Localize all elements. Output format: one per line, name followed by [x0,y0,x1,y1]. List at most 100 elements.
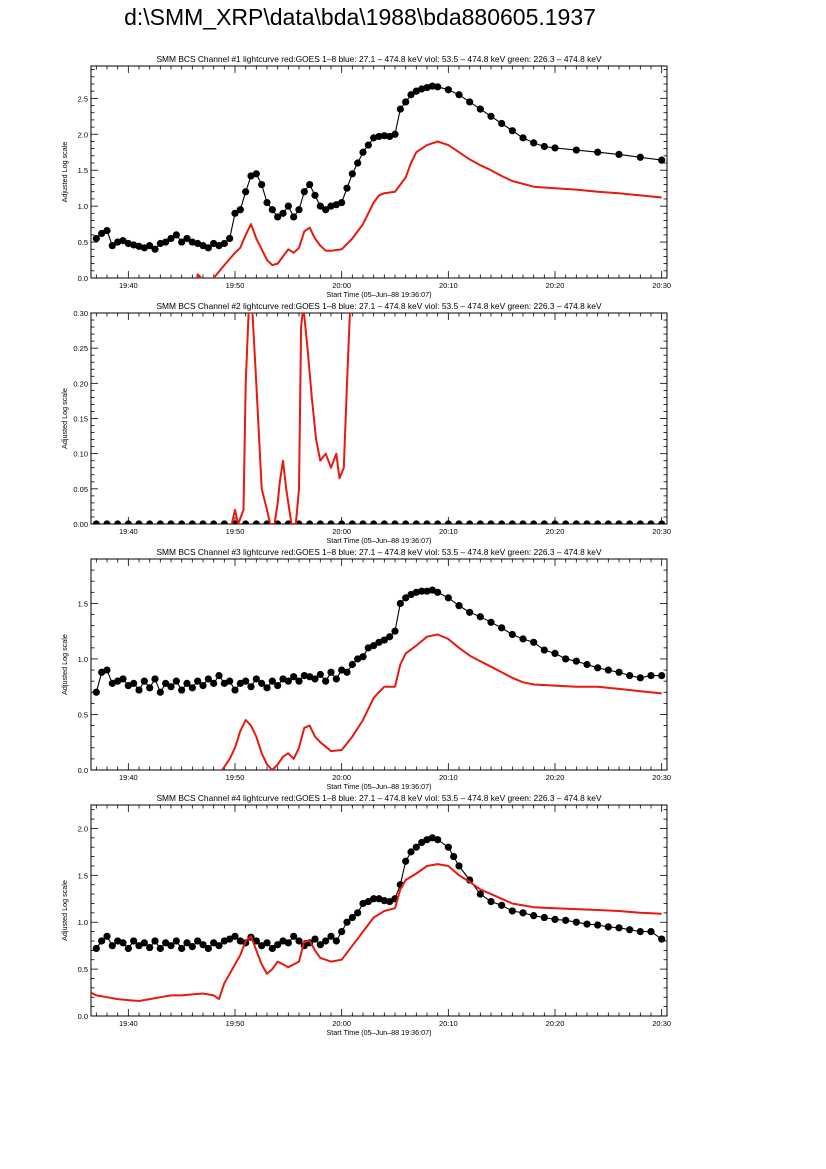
data-point [242,677,250,685]
data-point [450,852,458,861]
data-point [284,202,292,210]
data-point [188,520,196,524]
data-point [258,679,266,687]
x-tick-label: 20:30 [652,281,671,290]
data-point [199,682,207,690]
data-point [156,688,164,696]
data-point [658,672,666,680]
x-tick-label: 20:20 [546,1019,565,1028]
data-point [466,520,474,524]
data-point [423,520,431,524]
data-point [343,184,351,192]
data-point [487,897,495,906]
data-point [343,668,351,676]
y-axis-label: Adjusted Log scale [60,142,69,203]
data-point [370,642,378,650]
data-point [178,520,186,524]
y-tick-label: 0.0 [78,274,88,283]
data-point [146,943,154,952]
data-point [316,202,324,210]
data-point [391,130,399,138]
lightcurve-panel-1: SMM BCS Channel #1 lightcurve red:GOES 1… [60,54,671,299]
data-point [466,98,474,106]
data-point [418,838,426,847]
y-tick-label: 0.00 [73,520,88,529]
data-point [162,238,170,246]
goes-curve [196,140,662,278]
data-point [434,836,442,844]
data-point [178,944,186,953]
data-point [274,682,282,690]
data-point [551,520,559,524]
data-point [407,91,415,99]
data-point [263,198,271,207]
data-point [220,239,228,248]
y-tick-label: 0.5 [78,710,88,719]
data-point [364,897,372,906]
data-point [172,937,180,945]
data-point [199,941,207,949]
data-point [583,520,591,524]
data-point [551,915,559,924]
data-point [135,942,143,950]
goes-curve [230,313,351,524]
goes-curve [91,863,662,1002]
x-tick-label: 19:40 [119,527,138,536]
data-point [306,520,314,524]
data-point [626,520,634,524]
data-point [455,91,463,99]
data-point [508,630,516,639]
data-point [444,594,452,602]
x-axis-label: Start Time (05–Jun–88 19:36:07) [326,536,431,545]
data-point [348,913,356,922]
x-tick-label: 20:00 [332,281,351,290]
data-point [572,146,580,154]
y-tick-label: 0.0 [78,1012,88,1021]
y-tick-label: 1.5 [78,871,88,880]
data-point [396,599,404,608]
data-point [476,520,484,524]
data-point [252,170,260,178]
data-point [167,234,175,243]
data-point [290,213,298,221]
data-point [242,188,250,196]
data-point [226,935,234,943]
data-point [370,520,378,524]
data-point [380,897,388,905]
y-tick-label: 1.0 [78,202,88,211]
data-point [476,890,484,898]
data-point [103,932,111,940]
y-tick-label: 0.30 [73,309,88,318]
x-axis-label: Start Time (05–Jun–88 19:36:07) [326,782,431,791]
data-point [434,520,442,524]
x-tick-label: 20:20 [546,773,565,782]
data-point [295,677,303,685]
y-tick-label: 2.0 [78,824,88,833]
data-point [124,944,132,953]
data-point [274,941,282,949]
data-point [386,897,394,906]
data-point [263,684,271,692]
data-point [300,188,308,196]
data-point [364,141,372,149]
data-point [530,520,538,524]
data-point [407,848,415,856]
lightcurve-panel-3: SMM BCS Channel #3 lightcurve red:GOES 1… [60,547,671,791]
data-point [103,520,111,524]
y-tick-label: 1.5 [78,166,88,175]
data-point [402,520,410,524]
goes-curve [221,633,662,770]
data-point [604,520,612,524]
data-point [135,686,143,694]
data-point [226,677,234,685]
panel-title: SMM BCS Channel #4 lightcurve red:GOES 1… [156,793,601,803]
data-point [151,675,159,683]
bcs-curve [95,837,663,950]
data-point [322,937,330,945]
data-point [594,148,602,156]
x-tick-label: 20:00 [332,527,351,536]
data-point [647,520,655,524]
data-point [119,675,127,683]
x-axis-label: Start Time (05–Jun–88 19:36:07) [326,1028,431,1037]
